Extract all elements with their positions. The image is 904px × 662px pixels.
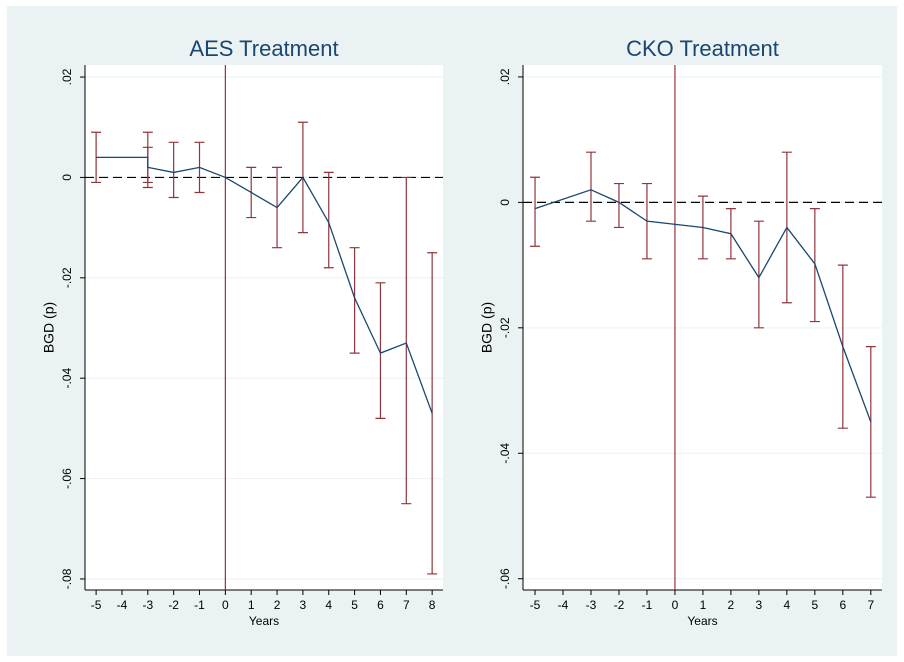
y-tick-label: -.04 — [60, 368, 74, 389]
y-tick-label: .02 — [498, 68, 512, 85]
estimate-line — [534, 189, 872, 423]
y-axis-label: BGD (p) — [479, 302, 495, 353]
y-tick-label: -.02 — [498, 317, 512, 338]
y-tick-label: -.04 — [498, 443, 512, 464]
x-tick-label: -1 — [194, 598, 205, 612]
error-bar — [375, 282, 386, 419]
x-tick-label: 0 — [672, 598, 679, 612]
plot-area — [85, 65, 443, 590]
x-tick-label: -3 — [142, 598, 153, 612]
x-tick-label: -5 — [91, 598, 102, 612]
error-bar — [427, 252, 438, 575]
y-tick-label: -.06 — [498, 568, 512, 589]
y-axis-label: BGD (p) — [41, 302, 57, 353]
x-tick-label: -3 — [586, 598, 597, 612]
x-tick-label: 6 — [839, 598, 846, 612]
x-tick-label: 5 — [351, 598, 358, 612]
x-tick-label: -1 — [642, 598, 653, 612]
x-tick-label: 0 — [222, 598, 229, 612]
chart-title: AES Treatment — [189, 36, 338, 61]
y-tick-label: -.06 — [60, 468, 74, 489]
x-axis-label: Years — [249, 614, 279, 628]
error-bar — [401, 176, 412, 505]
error-bar — [613, 182, 624, 229]
x-tick-label: 7 — [867, 598, 874, 612]
error-bar — [530, 176, 541, 247]
error-bar — [323, 171, 334, 269]
x-tick-label: 1 — [248, 598, 255, 612]
x-tick-label: -4 — [558, 598, 569, 612]
x-tick-label: 8 — [429, 598, 436, 612]
x-tick-label: -2 — [168, 598, 179, 612]
x-tick-label: 4 — [784, 598, 791, 612]
x-tick-label: 7 — [403, 598, 410, 612]
error-bar — [168, 141, 179, 199]
estimate-line — [96, 156, 433, 414]
y-tick-label: 0 — [60, 174, 74, 181]
error-bar — [585, 151, 596, 222]
x-tick-label: -4 — [117, 598, 128, 612]
error-bar — [753, 220, 764, 329]
x-tick-label: -5 — [530, 598, 541, 612]
x-axis-label: Years — [687, 614, 717, 628]
y-tick-label: -.08 — [60, 568, 74, 589]
y-tick-label: -.02 — [60, 267, 74, 288]
x-tick-label: 3 — [756, 598, 763, 612]
x-tick-label: -2 — [614, 598, 625, 612]
chart-title: CKO Treatment — [626, 36, 779, 61]
y-tick-label: 0 — [498, 199, 512, 206]
x-tick-label: 6 — [377, 598, 384, 612]
x-tick-label: 2 — [728, 598, 735, 612]
x-tick-label: 4 — [325, 598, 332, 612]
x-tick-label: 1 — [700, 598, 707, 612]
y-tick-label: .02 — [60, 68, 74, 85]
x-tick-label: 5 — [812, 598, 819, 612]
x-tick-label: 2 — [274, 598, 281, 612]
error-bar — [349, 247, 360, 354]
x-tick-label: 3 — [300, 598, 307, 612]
